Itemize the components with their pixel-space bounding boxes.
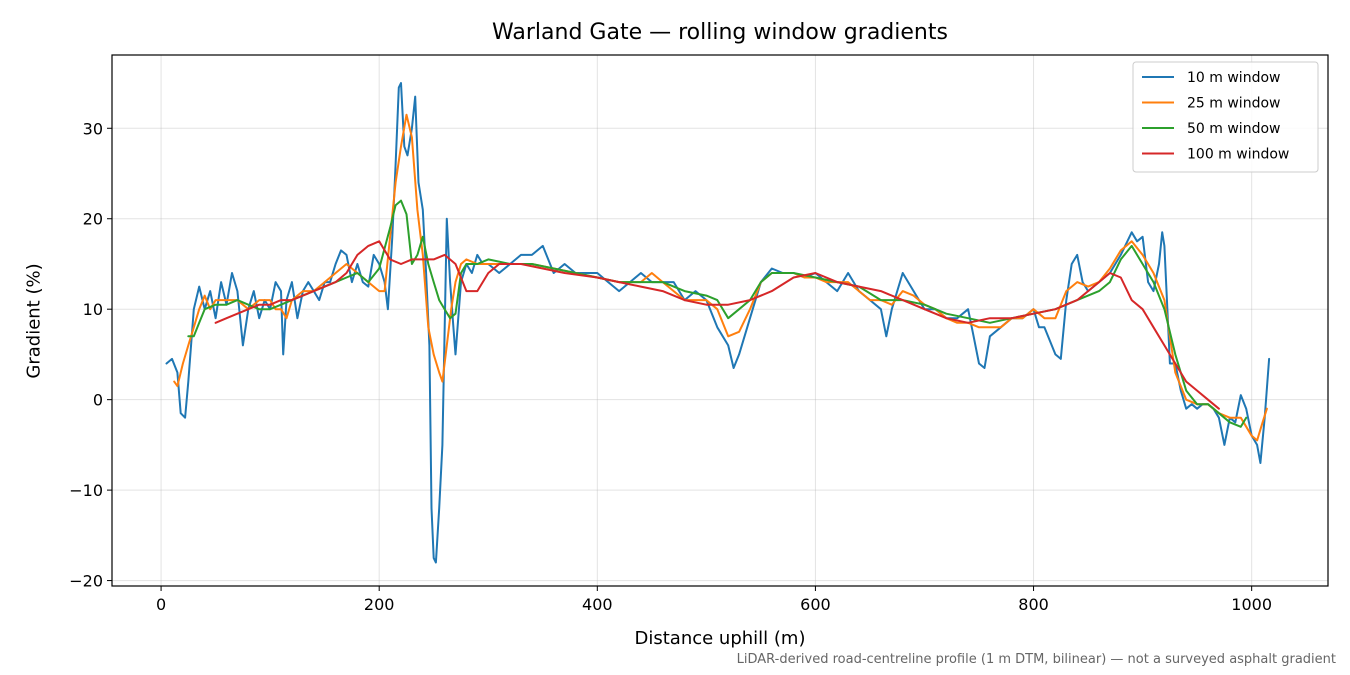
y-axis-label: Gradient (%)	[23, 263, 45, 379]
y-tick-label: 30	[83, 119, 103, 138]
chart-title: Warland Gate — rolling window gradients	[492, 20, 948, 45]
legend-label: 100 m window	[1187, 147, 1289, 163]
y-tick-label: 20	[83, 210, 103, 229]
legend-box	[1132, 61, 1319, 173]
y-tick-label: −20	[69, 572, 103, 591]
x-axis-label: Distance uphill (m)	[634, 628, 806, 649]
plot-frame	[111, 54, 1329, 587]
grid	[112, 55, 1328, 586]
x-tick-label: 800	[1018, 595, 1049, 614]
series-line-1	[173, 113, 1268, 442]
series-line-0	[165, 82, 1271, 564]
x-tick-label: 600	[800, 595, 831, 614]
legend: 10 m window 25 m window 50 m window 100 m w…	[1132, 61, 1319, 173]
legend-label: 25 m window	[1187, 96, 1280, 112]
footnote: LiDAR-derived road-centreline profile (1…	[736, 652, 1336, 667]
y-tick-label: 0	[93, 391, 103, 410]
x-tick-label: 400	[582, 595, 613, 614]
x-tick-label: 0	[156, 595, 166, 614]
y-tick-label: −10	[69, 481, 103, 500]
legend-label: 10 m window	[1187, 70, 1280, 86]
series-line-3	[214, 240, 1220, 410]
legend-label: 50 m window	[1187, 121, 1280, 137]
axis-ticks: 0 200 400 600 800 1000 −20 −10 0 10 20 30	[69, 119, 1272, 614]
series-lines	[165, 82, 1271, 564]
series-line-2	[187, 199, 1248, 428]
x-tick-label: 200	[364, 595, 395, 614]
y-tick-label: 10	[83, 300, 103, 319]
x-tick-label: 1000	[1231, 595, 1272, 614]
